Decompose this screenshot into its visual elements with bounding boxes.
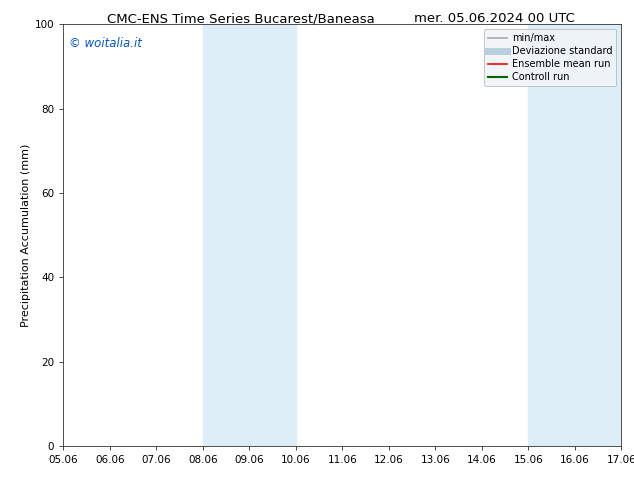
Text: CMC-ENS Time Series Bucarest/Baneasa: CMC-ENS Time Series Bucarest/Baneasa [107, 12, 375, 25]
Bar [203, 24, 296, 446]
Bar [528, 24, 621, 446]
Text: mer. 05.06.2024 00 UTC: mer. 05.06.2024 00 UTC [414, 12, 575, 25]
Legend: min/max, Deviazione standard, Ensemble mean run, Controll run: min/max, Deviazione standard, Ensemble m… [484, 29, 616, 86]
Y-axis label: Precipitation Accumulation (mm): Precipitation Accumulation (mm) [20, 144, 30, 327]
Text: © woitalia.it: © woitalia.it [69, 37, 142, 50]
